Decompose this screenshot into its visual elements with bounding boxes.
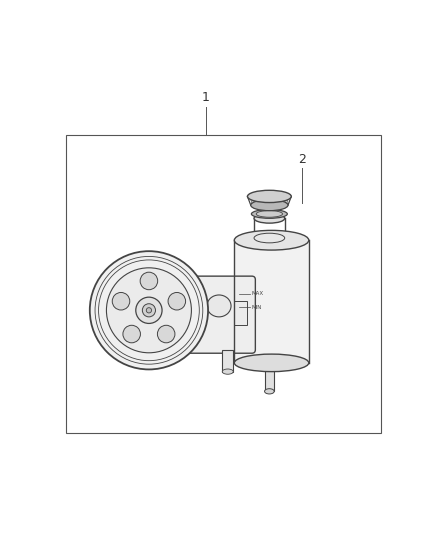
Bar bbox=[265, 359, 274, 391]
Ellipse shape bbox=[234, 354, 309, 372]
Circle shape bbox=[123, 325, 141, 343]
Text: 2: 2 bbox=[298, 153, 306, 166]
Circle shape bbox=[168, 293, 186, 310]
Circle shape bbox=[142, 304, 155, 317]
Bar bbox=[251, 197, 288, 205]
Ellipse shape bbox=[207, 295, 231, 317]
Circle shape bbox=[112, 293, 130, 310]
FancyBboxPatch shape bbox=[183, 276, 255, 353]
Ellipse shape bbox=[234, 230, 309, 250]
Ellipse shape bbox=[256, 211, 283, 217]
Circle shape bbox=[106, 268, 191, 353]
Ellipse shape bbox=[254, 214, 285, 223]
Circle shape bbox=[140, 272, 158, 290]
Ellipse shape bbox=[223, 369, 233, 374]
Circle shape bbox=[136, 297, 162, 324]
Bar bbox=[234, 240, 309, 363]
Ellipse shape bbox=[247, 190, 291, 203]
Bar bbox=[239, 288, 250, 312]
Ellipse shape bbox=[254, 233, 285, 243]
Text: MIN: MIN bbox=[252, 305, 262, 310]
Text: MAX: MAX bbox=[252, 291, 264, 296]
Bar bbox=[66, 135, 381, 433]
Ellipse shape bbox=[251, 209, 287, 219]
Circle shape bbox=[90, 251, 208, 369]
Text: 1: 1 bbox=[202, 92, 210, 104]
Circle shape bbox=[157, 325, 175, 343]
Bar bbox=[234, 301, 247, 325]
Circle shape bbox=[146, 308, 152, 313]
Ellipse shape bbox=[265, 389, 274, 394]
Ellipse shape bbox=[251, 200, 288, 211]
Bar bbox=[223, 350, 233, 372]
